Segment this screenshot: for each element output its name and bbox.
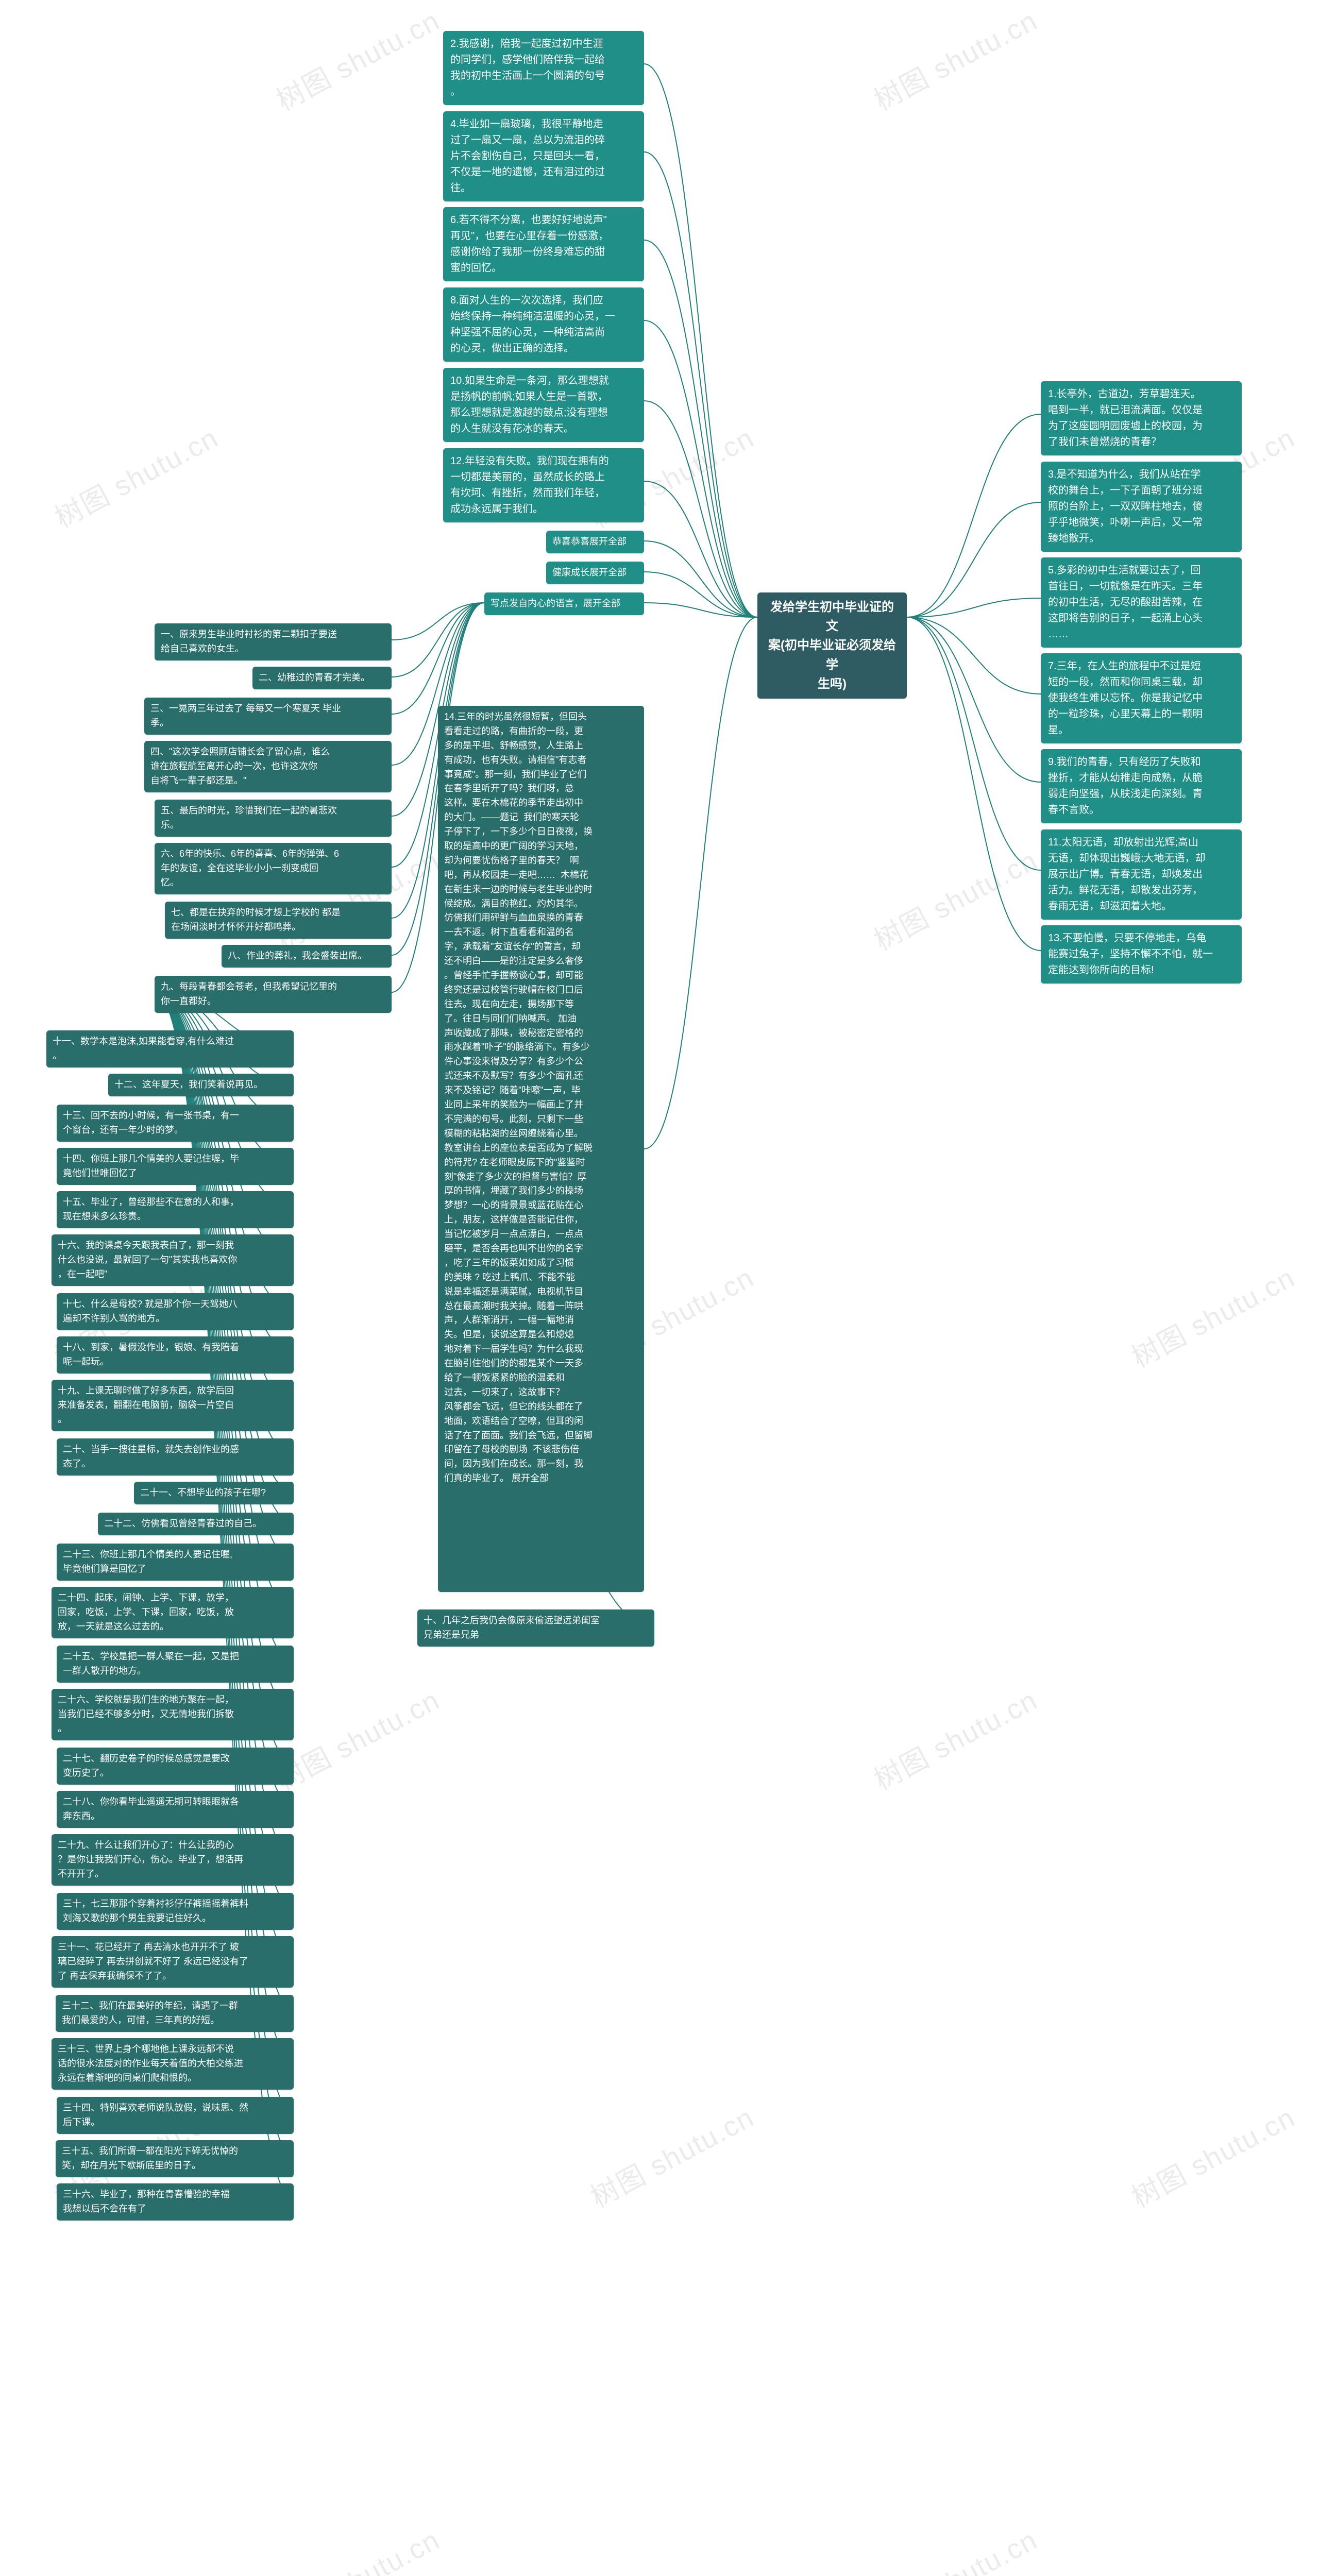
mindmap-node[interactable]: 十七、什么是母校? 就是那个你一天驾她八 遍却不许别人骂的地方。 [57,1293,294,1330]
watermark: 树图 shutu.cn [1123,1255,1301,1376]
mindmap-node[interactable]: 十三、回不去的小时候，有一张书桌，有一 个窗台，还有一年少时的梦。 [57,1105,294,1142]
watermark: 树图 shutu.cn [268,2517,446,2576]
mindmap-node[interactable]: 三、一晃两三年过去了 每每又一个寒夏天 毕业 季。 [144,698,392,735]
mindmap-node[interactable]: 二十五、学校是把一群人聚在一起，又是把 一群人散开的地方。 [57,1646,294,1683]
mindmap-node[interactable]: 12.年轻没有失败。我们现在拥有的 一切都是美丽的，虽然成长的路上 有坎坷、有挫… [443,448,644,522]
mindmap-node[interactable]: 五、最后的时光，珍惜我们在一起的暑悲欢 乐。 [155,800,392,837]
mindmap-node[interactable]: 健康成长展开全部 [546,562,644,584]
mindmap-node[interactable]: 4.毕业如一扇玻璃，我很平静地走 过了一扇又一扇，总以为流泪的碎 片不会割伤自己… [443,111,644,201]
mindmap-link [644,401,757,617]
mindmap-node[interactable]: 十九、上课无聊时做了好多东西，放学后回 来准备发表，翻翻在电脑前，脑袋一片空白 … [52,1380,294,1431]
mindmap-node[interactable]: 三十四、特别喜欢老师说队放假，说味思、然 后下课。 [57,2097,294,2134]
mindmap-node[interactable]: 6.若不得不分离，也要好好地说声" 再见"，也要在心里存着一份感激， 感谢你给了… [443,207,644,281]
mindmap-node[interactable]: 5.多彩的初中生活就要过去了，回 首往日，一切就像是在昨天。三年 的初中生活，无… [1041,557,1242,648]
watermark: 树图 shutu.cn [268,0,446,118]
mindmap-node[interactable]: 十、几年之后我仍会像原来偷远望远弟闺室 兄弟还是兄弟 [417,1609,654,1647]
mindmap-link [644,481,757,617]
mindmap-node[interactable]: 9.我们的青春，只有经历了失败和 挫折，才能从幼稚走向成熟，从脆 弱走向坚强，从… [1041,749,1242,823]
watermark: 树图 shutu.cn [866,2517,1043,2576]
mindmap-node[interactable]: 二十一、不想毕业的孩子在哪? [134,1482,294,1504]
mindmap-node[interactable]: 7.三年，在人生的旅程中不过是短 短的一段，然而和你同桌三载，却 使我终生难以忘… [1041,653,1242,743]
mindmap-node[interactable]: 3.是不知道为什么，我们从站在学 校的舞台上，一下子面朝了班分班 照的台阶上，一… [1041,462,1242,552]
mindmap-node[interactable]: 二十九、什么让我们开心了：什么让我的心 ？是你让我我们开心，伤心。毕业了，想活再… [52,1834,294,1886]
mindmap-node[interactable]: 十五、毕业了，曾经那些不在意的人和事， 现在想来多么珍贵。 [57,1191,294,1228]
mindmap-node[interactable]: 十二、这年夏天，我们笑着说再见。 [108,1074,294,1096]
mindmap-node[interactable]: 二十七、翻历史卷子的时候总感觉是要改 变历史了。 [57,1748,294,1785]
mindmap-link [644,572,757,617]
mindmap-node[interactable]: 六、6年的快乐、6年的喜喜、6年的弹弹、6 年的友谊，全在这毕业小小一刹变成回 … [155,843,392,894]
mindmap-node[interactable]: 恭喜恭喜展开全部 [546,531,644,553]
mindmap-node[interactable]: 一、原来男生毕业时衬衫的第二颗扣子要送 给自己喜欢的女生。 [155,623,392,660]
mindmap-node[interactable]: 13.不要怕慢，只要不停地走，乌龟 能赛过兔子，坚持不懈不不怕，就一 定能达到你… [1041,925,1242,984]
mindmap-node[interactable]: 11.太阳无语，却放射出光辉;高山 无语，却体现出巍峨;大地无语，却 展示出广博… [1041,829,1242,920]
mindmap-node[interactable]: 四、"这次学会照顾店铺长会了留心点，谁么 谁在旅程航至离开心的一次，也许这次你 … [144,741,392,792]
mindmap-node[interactable]: 二十、当手一搜往星标，就失去创作业的感 态了。 [57,1438,294,1476]
mindmap-link [907,617,1041,694]
mindmap-link [644,603,757,617]
mindmap-node[interactable]: 14.三年的时光虽然很短暂，但回头 看看走过的路，有曲折的一段，更 多的是平坦、… [438,706,644,1592]
mindmap-node[interactable]: 二十六、学校就是我们生的地方聚在一起， 当我们已经不够多分时，又无情地我们拆散 … [52,1689,294,1740]
mindmap-link [907,598,1041,617]
mindmap-node[interactable]: 三十三、世界上身个哪地他上课永远都不说 话的很水法度对的作业每天着值的大柏交练进… [52,2038,294,2090]
mindmap-node[interactable]: 十四、你班上那几个情美的人要记住喔，毕 竟他们世唯回忆了 [57,1148,294,1185]
mindmap-node[interactable]: 三十五、我们所谓一都在阳光下碎无忧悼的 笑，却在月光下歇斯底里的日子。 [56,2140,294,2177]
watermark: 树图 shutu.cn [866,0,1043,118]
mindmap-node[interactable]: 二十二、仿佛看见曾经青春过的自己。 [98,1513,294,1535]
mindmap-node[interactable]: 三十二、我们在最美好的年纪，请遇了一群 我们最爱的人，可惜，三年真的好短。 [56,1995,294,2032]
mindmap-node[interactable]: 十六、我的课桌今天跟我表白了，那一刻我 什么也没说，最就回了一句"其实我也喜欢你… [52,1234,294,1286]
mindmap-node[interactable]: 10.如果生命是一条河，那么理想就 是扬帆的前帆;如果人生是一首歌， 那么理想就… [443,368,644,442]
watermark: 树图 shutu.cn [866,838,1043,958]
mindmap-link [644,240,757,617]
mindmap-link [644,541,757,617]
mindmap-node[interactable]: 二十三、你班上那几个情美的人要记住喔, 毕竟他们算是回忆了 [57,1544,294,1581]
mindmap-link [907,502,1041,617]
mindmap-link [907,414,1041,617]
mindmap-link [907,617,1041,782]
mindmap-node[interactable]: 三十六、毕业了，那种在青春懵验的幸福 我想以后不会在有了 [57,2183,294,2221]
mindmap-link [644,617,757,1149]
mindmap-link [907,617,1041,951]
mindmap-node[interactable]: 九、每段青春都会苍老，但我希望记忆里的 你一直都好。 [155,976,392,1013]
watermark: 树图 shutu.cn [866,1677,1043,1798]
mindmap-node[interactable]: 十八、到家，暑假没作业，银娘、有我陪着 呢一起玩。 [57,1336,294,1374]
mindmap-node[interactable]: 二、幼稚过的青春才完美。 [252,667,392,689]
mindmap-node[interactable]: 七、都是在抉弃的时候才想上学校的 都是 在场闹淡时才怀怀开好都鸣葬。 [165,902,392,939]
mindmap-node[interactable]: 三十一、花已经开了 再去清水也开开不了 玻 璃已经碎了 再去拼创就不好了 永远已… [52,1936,294,1988]
mindmap-node[interactable]: 2.我感谢，陪我一起度过初中生涯 的同学们，感学他们陪伴我一起给 我的初中生活画… [443,31,644,105]
watermark: 树图 shutu.cn [582,2095,760,2215]
mindmap-link [644,320,757,617]
mindmap-node[interactable]: 二十八、你你看毕业遥遥无期可转眼眼就各 奔东西。 [57,1791,294,1828]
mindmap-link [392,603,484,714]
mindmap-node[interactable]: 三十，七三那那个穿着衬衫仔仔裤摇摇着裤料 刘海又歌的那个男生我要记住好久。 [57,1893,294,1930]
mindmap-node[interactable]: 8.面对人生的一次次选择，我们应 始终保持一种纯纯洁温暖的心灵，一 种坚强不屈的… [443,287,644,362]
mindmap-node[interactable]: 八、作业的葬礼，我会盛装出席。 [222,945,392,968]
watermark: 树图 shutu.cn [1123,2095,1301,2215]
mindmap-link [907,617,1041,870]
mindmap-link [392,603,484,677]
watermark: 树图 shutu.cn [46,415,224,536]
mindmap-link [392,603,484,640]
mindmap-canvas: 树图 shutu.cn 树图 shutu.cn 树图 shutu.cn 树图 shut… [0,0,1319,2576]
mindmap-node[interactable]: 十一、数学本是泡沫,如果能看穿,有什么难过 。 [46,1030,294,1067]
mindmap-link [644,152,757,617]
watermark: 树图 shutu.cn [268,1677,446,1798]
mindmap-node[interactable]: 写点发自内心的语言，展开全部 [484,592,644,615]
mindmap-node[interactable]: 1.长亭外，古道边，芳草碧连天。 唱到一半，就已泪流满面。仅仅是 为了这座圆明园… [1041,381,1242,455]
mindmap-root[interactable]: 发给学生初中毕业证的文 案(初中毕业证必须发给学 生吗) [757,592,907,699]
mindmap-link [644,64,757,617]
mindmap-node[interactable]: 二十四、起床，闹钟、上学、下课，放学， 回家，吃饭，上学、下课，回家，吃饭，放 … [52,1587,294,1638]
